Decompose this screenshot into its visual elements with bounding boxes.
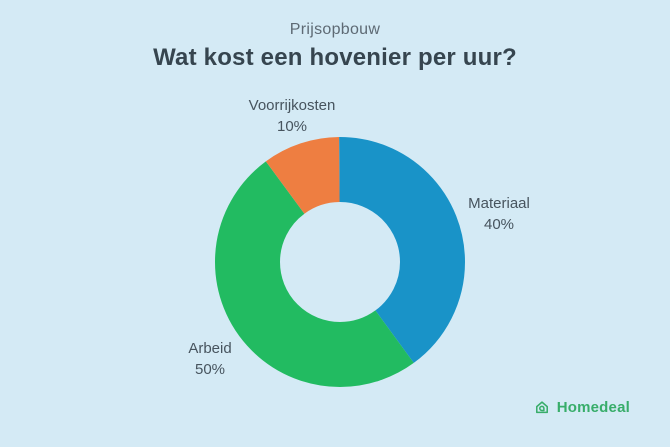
- segment-name: Materiaal: [468, 195, 530, 212]
- logo-text: Homedeal: [556, 398, 630, 416]
- donut-segment-voorrijkosten: [215, 137, 465, 387]
- segment-label-arbeid: Arbeid 50%: [150, 338, 270, 380]
- chart-title: Wat kost een hovenier per uur?: [153, 44, 517, 71]
- donut-segment-arbeid: [215, 137, 465, 387]
- segment-label-voorrijkosten: Voorrijkosten 10%: [222, 95, 362, 137]
- donut-chart-svg: [215, 137, 465, 387]
- segment-percent: 10%: [276, 118, 308, 135]
- chart-subtitle: Prijsopbouw: [289, 21, 381, 38]
- homedeal-logo: Homedeal: [533, 398, 630, 416]
- segment-name: Voorrijkosten: [248, 97, 336, 114]
- segment-name: Arbeid: [188, 340, 232, 357]
- segment-label-materiaal: Materiaal 40%: [439, 193, 559, 235]
- donut-chart: [210, 132, 470, 392]
- segment-percent: 50%: [194, 361, 226, 378]
- segment-percent: 40%: [483, 216, 515, 233]
- house-icon: [535, 401, 548, 414]
